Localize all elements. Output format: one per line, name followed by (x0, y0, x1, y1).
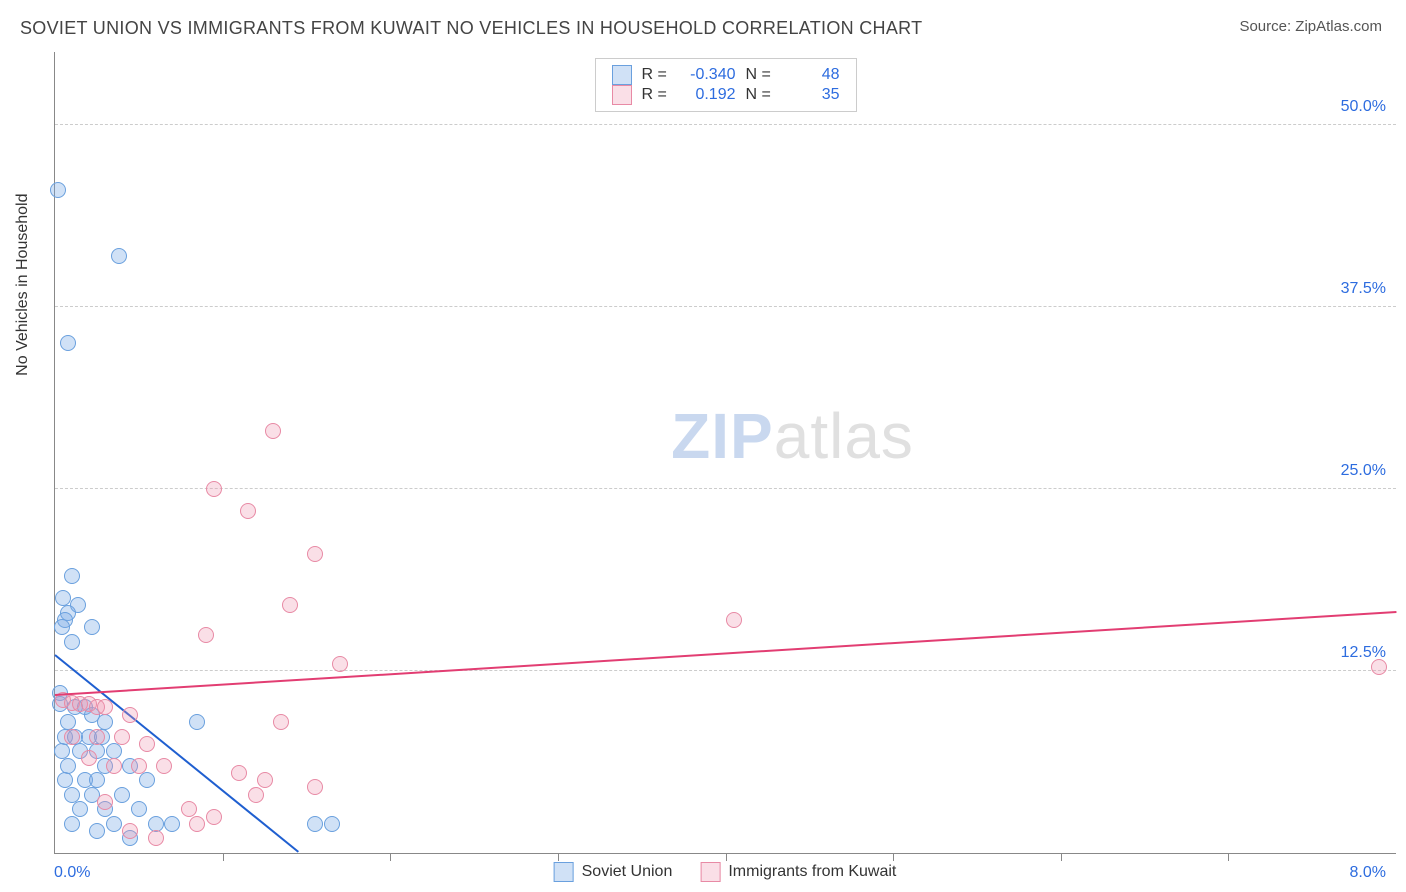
y-tick-label: 37.5% (1341, 280, 1386, 298)
data-point (106, 816, 122, 832)
stat-n-label: N = (746, 86, 774, 104)
data-point (97, 794, 113, 810)
plot-area: ZIPatlas R =-0.340N =48R =0.192N =35 12.… (54, 52, 1396, 854)
data-point (1371, 659, 1387, 675)
data-point (81, 750, 97, 766)
data-point (206, 481, 222, 497)
data-point (198, 627, 214, 643)
legend-stats-box: R = -0.340 N = 48 R = 0.192 N = 35 (595, 58, 857, 112)
data-point (89, 729, 105, 745)
data-point (307, 546, 323, 562)
data-point (231, 765, 247, 781)
data-point (122, 707, 138, 723)
data-point (64, 568, 80, 584)
legend-swatch (612, 65, 632, 85)
data-point (332, 656, 348, 672)
data-point (60, 335, 76, 351)
legend-item: Immigrants from Kuwait (700, 862, 896, 882)
legend-label: Soviet Union (582, 863, 673, 881)
data-point (50, 182, 66, 198)
data-point (164, 816, 180, 832)
data-point (248, 787, 264, 803)
source-label: Source: ZipAtlas.com (1239, 18, 1382, 35)
stat-r-label: R = (642, 86, 670, 104)
data-point (189, 816, 205, 832)
data-point (240, 503, 256, 519)
legend-swatch (700, 862, 720, 882)
gridline-h (55, 670, 1396, 671)
data-point (307, 779, 323, 795)
x-axis-label-min: 0.0% (54, 864, 90, 882)
gridline-h (55, 306, 1396, 307)
stat-r-value: 0.192 (680, 86, 736, 104)
data-point (64, 816, 80, 832)
y-tick-label: 25.0% (1341, 462, 1386, 480)
data-point (131, 758, 147, 774)
stat-n-value: 48 (784, 66, 840, 84)
data-point (206, 809, 222, 825)
bottom-legend: Soviet Union Immigrants from Kuwait (554, 862, 897, 882)
data-point (324, 816, 340, 832)
gridline-h (55, 488, 1396, 489)
data-point (97, 714, 113, 730)
legend-swatch (554, 862, 574, 882)
data-point (64, 729, 80, 745)
data-point (156, 758, 172, 774)
y-axis-label: No Vehicles in Household (14, 193, 32, 375)
watermark: ZIPatlas (671, 399, 914, 473)
data-point (257, 772, 273, 788)
data-point (139, 772, 155, 788)
data-point (181, 801, 197, 817)
legend-item: Soviet Union (554, 862, 673, 882)
data-point (307, 816, 323, 832)
data-point (106, 758, 122, 774)
stat-r-label: R = (642, 66, 670, 84)
gridline-h (55, 124, 1396, 125)
data-point (114, 729, 130, 745)
x-axis-label-max: 8.0% (1350, 864, 1386, 882)
data-point (148, 830, 164, 846)
stat-n-value: 35 (784, 86, 840, 104)
data-point (97, 699, 113, 715)
legend-stats-row: R = 0.192 N = 35 (612, 85, 840, 105)
data-point (89, 823, 105, 839)
data-point (726, 612, 742, 628)
x-axis-labels: 0.0% Soviet UnionImmigrants from Kuwait … (54, 856, 1396, 882)
y-tick-label: 50.0% (1341, 98, 1386, 116)
data-point (139, 736, 155, 752)
data-point (60, 758, 76, 774)
data-point (131, 801, 147, 817)
data-point (54, 619, 70, 635)
data-point (189, 714, 205, 730)
chart-container: No Vehicles in Household ZIPatlas R =-0.… (20, 52, 1396, 882)
legend-label: Immigrants from Kuwait (728, 863, 896, 881)
stat-n-label: N = (746, 66, 774, 84)
data-point (84, 619, 100, 635)
data-point (265, 423, 281, 439)
stat-r-value: -0.340 (680, 66, 736, 84)
legend-swatch (612, 85, 632, 105)
data-point (111, 248, 127, 264)
data-point (72, 801, 88, 817)
data-point (64, 634, 80, 650)
legend-stats-row: R = -0.340 N = 48 (612, 65, 840, 85)
trend-line (55, 611, 1396, 696)
data-point (122, 823, 138, 839)
data-point (114, 787, 130, 803)
data-point (64, 787, 80, 803)
data-point (273, 714, 289, 730)
chart-title: SOVIET UNION VS IMMIGRANTS FROM KUWAIT N… (20, 18, 922, 39)
data-point (282, 597, 298, 613)
